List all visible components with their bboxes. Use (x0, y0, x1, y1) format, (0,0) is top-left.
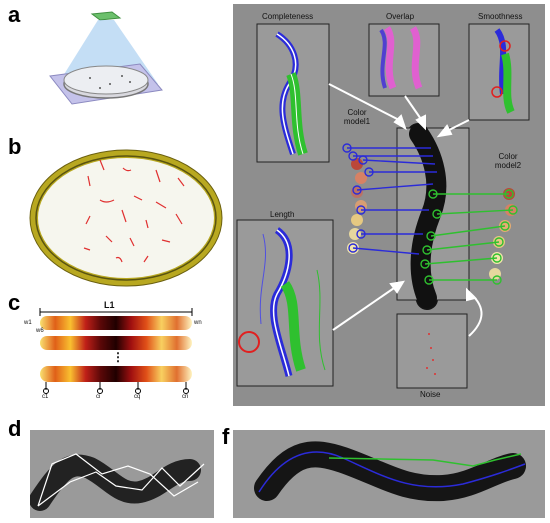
point-label-ci: ci (96, 394, 101, 400)
worm-skeleton-image (30, 430, 214, 518)
color-model2-label: Color model2 (494, 152, 522, 170)
point-label-cq: cq (134, 394, 141, 400)
completeness-label: Completeness (262, 12, 314, 21)
point-label-c1: c1 (42, 394, 49, 400)
length-title: Length (270, 210, 295, 219)
panel-label-c: c (8, 290, 21, 315)
tracking-evaluation-panel (233, 4, 545, 406)
panel-label-b: b (8, 134, 22, 159)
overlap-label: Overlap (386, 12, 415, 21)
color-profile-panel (20, 298, 220, 403)
point-label-cn: cn (182, 394, 189, 400)
ellipsis: ⋮ (112, 350, 124, 364)
w6-label: w6 (36, 328, 44, 334)
noise-box (396, 313, 468, 389)
panel-label-f: f (222, 424, 230, 449)
petri-dish-image (29, 149, 223, 287)
wn-label: wn (194, 320, 202, 326)
smoothness-label: Smoothness (478, 12, 523, 21)
tracked-worm-image (233, 430, 545, 518)
length-label: L1 (104, 300, 115, 310)
noise-label: Noise (420, 390, 441, 399)
panel-label-a: a (8, 2, 21, 27)
overlap-box (368, 23, 440, 97)
color-model1-label: Color model1 (343, 108, 371, 126)
panel-label-d: d (8, 416, 22, 441)
microscope-illustration (49, 11, 163, 105)
w1-label: w1 (24, 320, 32, 326)
